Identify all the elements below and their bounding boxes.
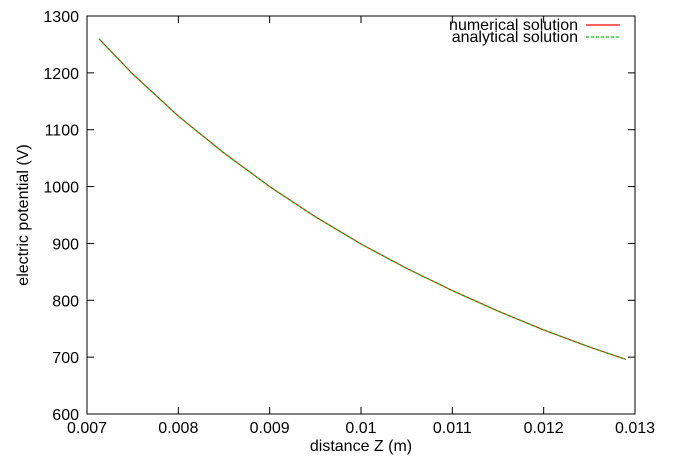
y-tick-label: 1000 [43,180,79,197]
x-axis-label: distance Z (m) [310,438,412,455]
axis-ticks [86,15,636,415]
y-tick-label: 1200 [43,66,79,83]
y-tick-label: 700 [52,350,79,367]
x-tick-label: 0.013 [615,420,655,437]
x-tick-label: 0.007 [67,420,107,437]
legend-label-1: numerical solution [449,17,578,34]
series-line-2 [98,38,627,360]
y-tick-label: 800 [52,293,79,310]
series-lines [98,38,627,360]
x-tick-label: 0.012 [524,420,564,437]
y-tick-label: 600 [52,407,79,424]
plot-frame [86,15,636,415]
y-tick-label: 1300 [43,9,79,26]
x-tick-label: 0.008 [158,420,198,437]
y-axis-label: electric potential (V) [15,144,32,285]
series-line-1 [98,38,627,360]
x-tick-label: 0.011 [433,420,472,437]
x-tick-label: 0.009 [250,420,290,437]
y-tick-label: 1100 [45,123,80,140]
y-tick-label: 900 [52,236,79,253]
axis-tick-labels: 0.007 0.008 0.009 0.01 0.011 0.012 0.013 600 700… [43,9,655,437]
legend-label-2: analytical solution [452,29,578,46]
x-tick-label: 0.01 [345,420,376,437]
